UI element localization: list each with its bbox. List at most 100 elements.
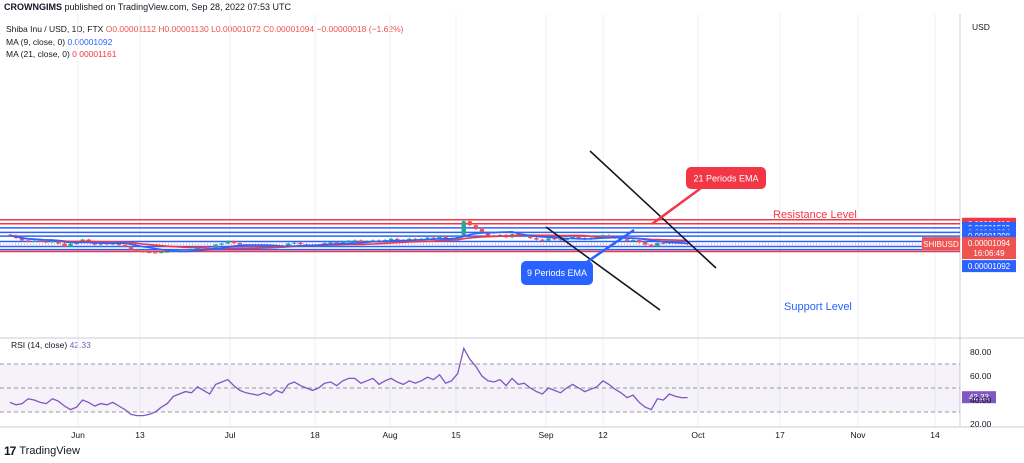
publisher-name: CROWNGIMS <box>4 2 62 12</box>
candle-body <box>183 249 188 251</box>
time-tick: 12 <box>598 430 608 440</box>
candle-body <box>116 243 122 246</box>
candle-body <box>62 243 67 247</box>
candle-body <box>25 240 31 242</box>
tradingview-brand: TradingView <box>19 445 80 457</box>
candle-body <box>159 252 164 254</box>
candle-body <box>153 252 158 254</box>
moving-averages <box>9 230 688 253</box>
candle-body <box>576 236 581 239</box>
candle-body <box>189 249 194 251</box>
symbol-tag-text: SHIBUSD <box>923 240 959 249</box>
rsi-value-tag-text: 42.33 <box>969 393 990 402</box>
candle-body <box>32 240 37 242</box>
time-tick: Jun <box>71 430 85 440</box>
time-tick: Nov <box>850 430 866 440</box>
rsi-line <box>9 346 688 417</box>
publish-info: published on TradingView.com, Sep 28, 20… <box>64 2 291 12</box>
candle-body <box>407 238 412 241</box>
rsi-tick: 60.00 <box>970 371 992 381</box>
candle-body <box>455 236 460 239</box>
candle-body <box>249 246 255 248</box>
candle-body <box>534 238 539 240</box>
legend-ma9-label: MA (9, close, 0) <box>6 36 66 47</box>
rsi-legend[interactable]: RSI (14, close) 42.33 <box>11 340 91 350</box>
legend-title[interactable]: Shiba Inu / USD, 1D, FTX <box>6 24 104 34</box>
legend-ohlc: O0.00001112 H0.00001130 L0.00001072 C0.0… <box>105 24 404 34</box>
tradingview-footer: 17 TradingView <box>4 444 80 458</box>
symbol-tag-bg <box>922 237 960 251</box>
ema9-callout-box[interactable] <box>521 261 593 285</box>
rsi-tick: 40.00 <box>970 395 992 405</box>
candle-body <box>328 242 333 244</box>
grid <box>0 14 1024 428</box>
candle-body <box>624 239 630 241</box>
candle-body <box>358 240 364 243</box>
rsi-tick: 20.00 <box>970 419 992 429</box>
currency-label: USD <box>972 22 990 32</box>
chart-legend: Shiba Inu / USD, 1D, FTX O0.00001112 H0.… <box>6 23 403 61</box>
candle-body <box>637 239 642 243</box>
ma9-tag-bg <box>962 260 1016 273</box>
support-label: Support Level <box>784 301 852 313</box>
candle-body <box>552 238 557 240</box>
candle-body <box>50 241 55 243</box>
candle-body <box>128 246 134 250</box>
resistance-label: Resistance Level <box>773 209 857 221</box>
ema21-callout-box[interactable] <box>686 167 766 189</box>
price-levels <box>0 218 960 253</box>
candle-body <box>485 232 491 236</box>
time-tick: 15 <box>451 430 461 440</box>
time-tick: Jul <box>225 430 236 440</box>
candle-body <box>68 243 73 247</box>
rsi-label: RSI (14, close) <box>11 340 68 350</box>
candle-body <box>346 240 351 242</box>
candle-body <box>98 243 103 245</box>
candle-body <box>19 238 25 241</box>
candle-body <box>237 243 243 245</box>
last-price-tag-text: 0.00001094 <box>968 239 1011 248</box>
time-axis[interactable]: Jun 13 Jul 18 Aug 15 Sep 12 Oct 17 Nov 14 <box>71 430 940 440</box>
ema9-callout-text: 9 Periods EMA <box>527 268 587 278</box>
legend-ma21-row[interactable]: MA (21, close, 0) 0.00001161 <box>6 48 403 61</box>
candle-body <box>165 251 170 253</box>
price-axis[interactable]: 0.000016160.000015090.000013940.00001298… <box>922 22 1016 429</box>
candle-body <box>304 244 309 246</box>
candle-body <box>655 243 660 247</box>
time-tick: 18 <box>310 430 320 440</box>
candle-body <box>7 234 13 236</box>
candle-body <box>38 240 43 242</box>
candle-body <box>606 235 612 237</box>
tradingview-logo-icon: 17 <box>4 444 16 458</box>
channel-upper-line <box>589 150 717 269</box>
ema21-callout-text: 21 Periods EMA <box>693 174 758 184</box>
ma21-line <box>9 234 688 250</box>
candle-body <box>122 245 128 247</box>
candle-body <box>225 241 230 244</box>
candle-body <box>352 240 358 242</box>
candle-body <box>255 246 261 248</box>
candle-body <box>425 237 430 239</box>
time-tick: Sep <box>538 430 553 440</box>
rsi-tick: 80.00 <box>970 347 992 357</box>
candle-body <box>334 242 339 244</box>
candle-body <box>630 239 636 241</box>
legend-ma9-row[interactable]: MA (9, close, 0) 0.00001092 <box>6 36 403 49</box>
candle-body <box>140 251 146 253</box>
candle-body <box>134 249 140 252</box>
time-tick: Aug <box>382 430 397 440</box>
candle-body <box>437 236 442 239</box>
candle-body <box>292 242 297 244</box>
candle-body <box>219 243 224 245</box>
candle-body <box>44 241 49 243</box>
legend-ma21-label: MA (21, close, 0) <box>6 49 70 59</box>
candle-body <box>661 243 666 245</box>
candle-body <box>146 252 152 254</box>
candle-body <box>286 243 291 247</box>
time-tick: 17 <box>775 430 785 440</box>
candle-body <box>213 244 218 249</box>
legend-symbol-row: Shiba Inu / USD, 1D, FTX O0.00001112 H0.… <box>6 23 403 36</box>
time-tick: Oct <box>691 430 705 440</box>
candle-body <box>473 225 479 230</box>
